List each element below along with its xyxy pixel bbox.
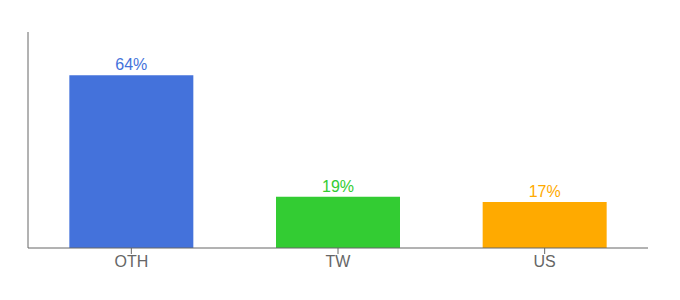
svg-text:64%: 64% [115, 56, 147, 73]
svg-text:TW: TW [326, 253, 352, 270]
svg-text:US: US [534, 253, 556, 270]
svg-text:19%: 19% [322, 178, 354, 195]
svg-text:17%: 17% [529, 183, 561, 200]
svg-text:OTH: OTH [114, 253, 148, 270]
